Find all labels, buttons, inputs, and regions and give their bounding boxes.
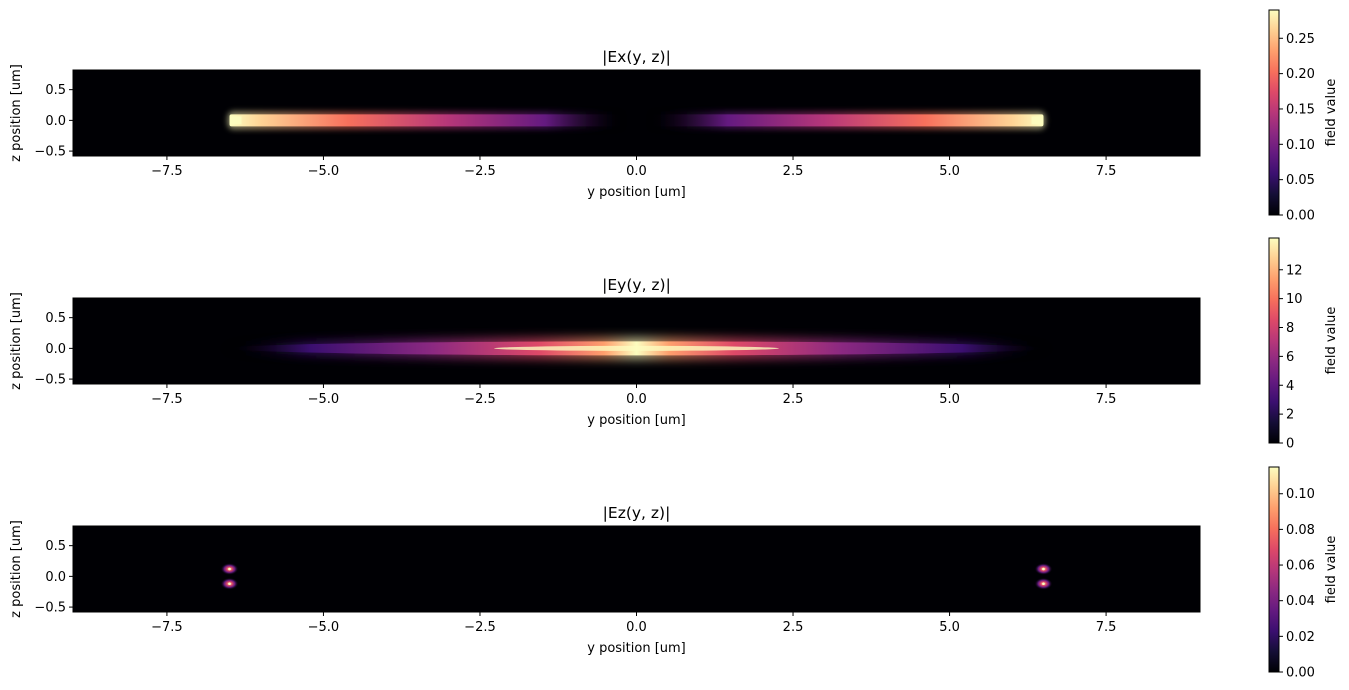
field-lobe-edge — [1031, 116, 1044, 125]
colorbar-gradient — [1269, 238, 1279, 443]
x-tick-label: −7.5 — [151, 392, 183, 407]
y-tick-label: −0.5 — [34, 145, 66, 160]
colorbar-tick-label: 0.10 — [1286, 487, 1315, 502]
colorbar: 0.00 0.02 0.04 0.06 0.08 0.10 field value — [1268, 466, 1339, 681]
colorbar-tick-label: 6 — [1286, 350, 1294, 365]
x-tick-label: 5.0 — [939, 620, 960, 635]
x-axis-label: y position [um] — [587, 641, 686, 656]
panel-title: |Ey(y, z)| — [602, 276, 671, 294]
field-hotspot-core — [228, 567, 231, 571]
panel-title: |Ex(y, z)| — [602, 48, 671, 66]
x-tick-label: 0.0 — [626, 164, 647, 179]
x-axis-label: y position [um] — [587, 413, 686, 428]
x-tick-label: 2.5 — [783, 392, 804, 407]
x-tick-label: 7.5 — [1096, 392, 1117, 407]
field-hotspot-core — [228, 582, 231, 586]
panel-title: |Ez(y, z)| — [603, 504, 671, 522]
y-tick-label: 0.0 — [45, 570, 66, 585]
heatmap-field — [227, 111, 1046, 130]
y-tick-label: 0.0 — [45, 114, 66, 129]
x-tick-label: −5.0 — [308, 164, 340, 179]
colorbar-gradient — [1269, 10, 1279, 215]
x-tick-label: 7.5 — [1096, 164, 1117, 179]
colorbar-tick-label: 2 — [1286, 408, 1294, 423]
heatmap-panel-3: −7.5 −5.0 −2.5 0.0 2.5 5.0 7.5 −0.5 0.0 0.5 |Ez(y,… — [9, 466, 1339, 681]
colorbar-tick-label: 0.00 — [1286, 666, 1315, 681]
colorbar-gradient — [1269, 467, 1279, 672]
heatmap-panel-2: −7.5 −5.0 −2.5 0.0 2.5 5.0 7.5 −0.5 0.0 0.5 |Ey(y,… — [9, 237, 1339, 452]
colorbar-frame — [1268, 466, 1280, 673]
x-tick-label: 5.0 — [939, 164, 960, 179]
x-tick-label: 0.0 — [626, 392, 647, 407]
x-tick-label: 0.0 — [626, 620, 647, 635]
field-hotspot-core — [1042, 582, 1045, 586]
colorbar: 0.00 0.05 0.10 0.15 0.20 0.25 field value — [1268, 9, 1339, 224]
colorbar-label: field value — [1324, 79, 1339, 147]
x-tick-label: 2.5 — [783, 620, 804, 635]
x-tick-label: −2.5 — [464, 392, 496, 407]
colorbar-label: field value — [1324, 536, 1339, 604]
x-tick-label: −5.0 — [308, 392, 340, 407]
x-tick-label: −2.5 — [464, 620, 496, 635]
y-tick-label: −0.5 — [34, 601, 66, 616]
y-tick-label: 0.5 — [45, 539, 66, 554]
colorbar-frame — [1268, 9, 1280, 216]
heatmap-field — [220, 563, 1053, 590]
colorbar-tick-label: 10 — [1286, 292, 1303, 307]
colorbar-tick-label: 4 — [1286, 379, 1294, 394]
y-tick-label: 0.0 — [45, 342, 66, 357]
colorbar-tick-label: 0.06 — [1286, 559, 1315, 574]
x-tick-label: −2.5 — [464, 164, 496, 179]
colorbar-tick-label: 0.04 — [1286, 594, 1315, 609]
field-lobe — [649, 114, 1044, 127]
colorbar-tick-label: 0 — [1286, 437, 1294, 452]
x-tick-label: −7.5 — [151, 620, 183, 635]
y-tick-label: 0.5 — [45, 311, 66, 326]
y-tick-label: 0.5 — [45, 83, 66, 98]
colorbar: 0 2 4 6 8 10 12 field value — [1268, 237, 1339, 452]
y-axis-label: z position [um] — [9, 292, 24, 390]
y-axis-label: z position [um] — [9, 520, 24, 618]
x-axis-label: y position [um] — [587, 185, 686, 200]
x-tick-label: 7.5 — [1096, 620, 1117, 635]
field-hotspot-core — [1042, 567, 1045, 571]
colorbar-tick-label: 0.10 — [1286, 138, 1315, 153]
heatmap-panel-1: −7.5 −5.0 −2.5 0.0 2.5 5.0 7.5 −0.5 0.0 0.5 |Ex(y,… — [9, 9, 1339, 224]
colorbar-tick-label: 0.15 — [1286, 102, 1315, 117]
heatmap-field — [221, 337, 1052, 360]
colorbar-tick-label: 8 — [1286, 321, 1294, 336]
x-tick-label: −7.5 — [151, 164, 183, 179]
field-lobe-edge — [229, 116, 242, 125]
y-tick-label: −0.5 — [34, 373, 66, 388]
colorbar-tick-label: 0.05 — [1286, 173, 1315, 188]
colorbar-tick-label: 0.00 — [1286, 209, 1315, 224]
y-axis-label: z position [um] — [9, 64, 24, 162]
heatmap-background — [73, 526, 1200, 612]
colorbar-tick-label: 0.08 — [1286, 523, 1315, 538]
field-mode-core — [494, 345, 779, 351]
field-lobe — [229, 114, 624, 127]
colorbar-label: field value — [1324, 307, 1339, 375]
colorbar-tick-label: 0.02 — [1286, 630, 1315, 645]
colorbar-frame — [1268, 237, 1280, 444]
colorbar-tick-label: 0.25 — [1286, 32, 1315, 47]
x-tick-label: 5.0 — [939, 392, 960, 407]
x-tick-label: 2.5 — [783, 164, 804, 179]
x-tick-label: −5.0 — [308, 620, 340, 635]
colorbar-tick-label: 12 — [1286, 263, 1303, 278]
colorbar-tick-label: 0.20 — [1286, 67, 1315, 82]
